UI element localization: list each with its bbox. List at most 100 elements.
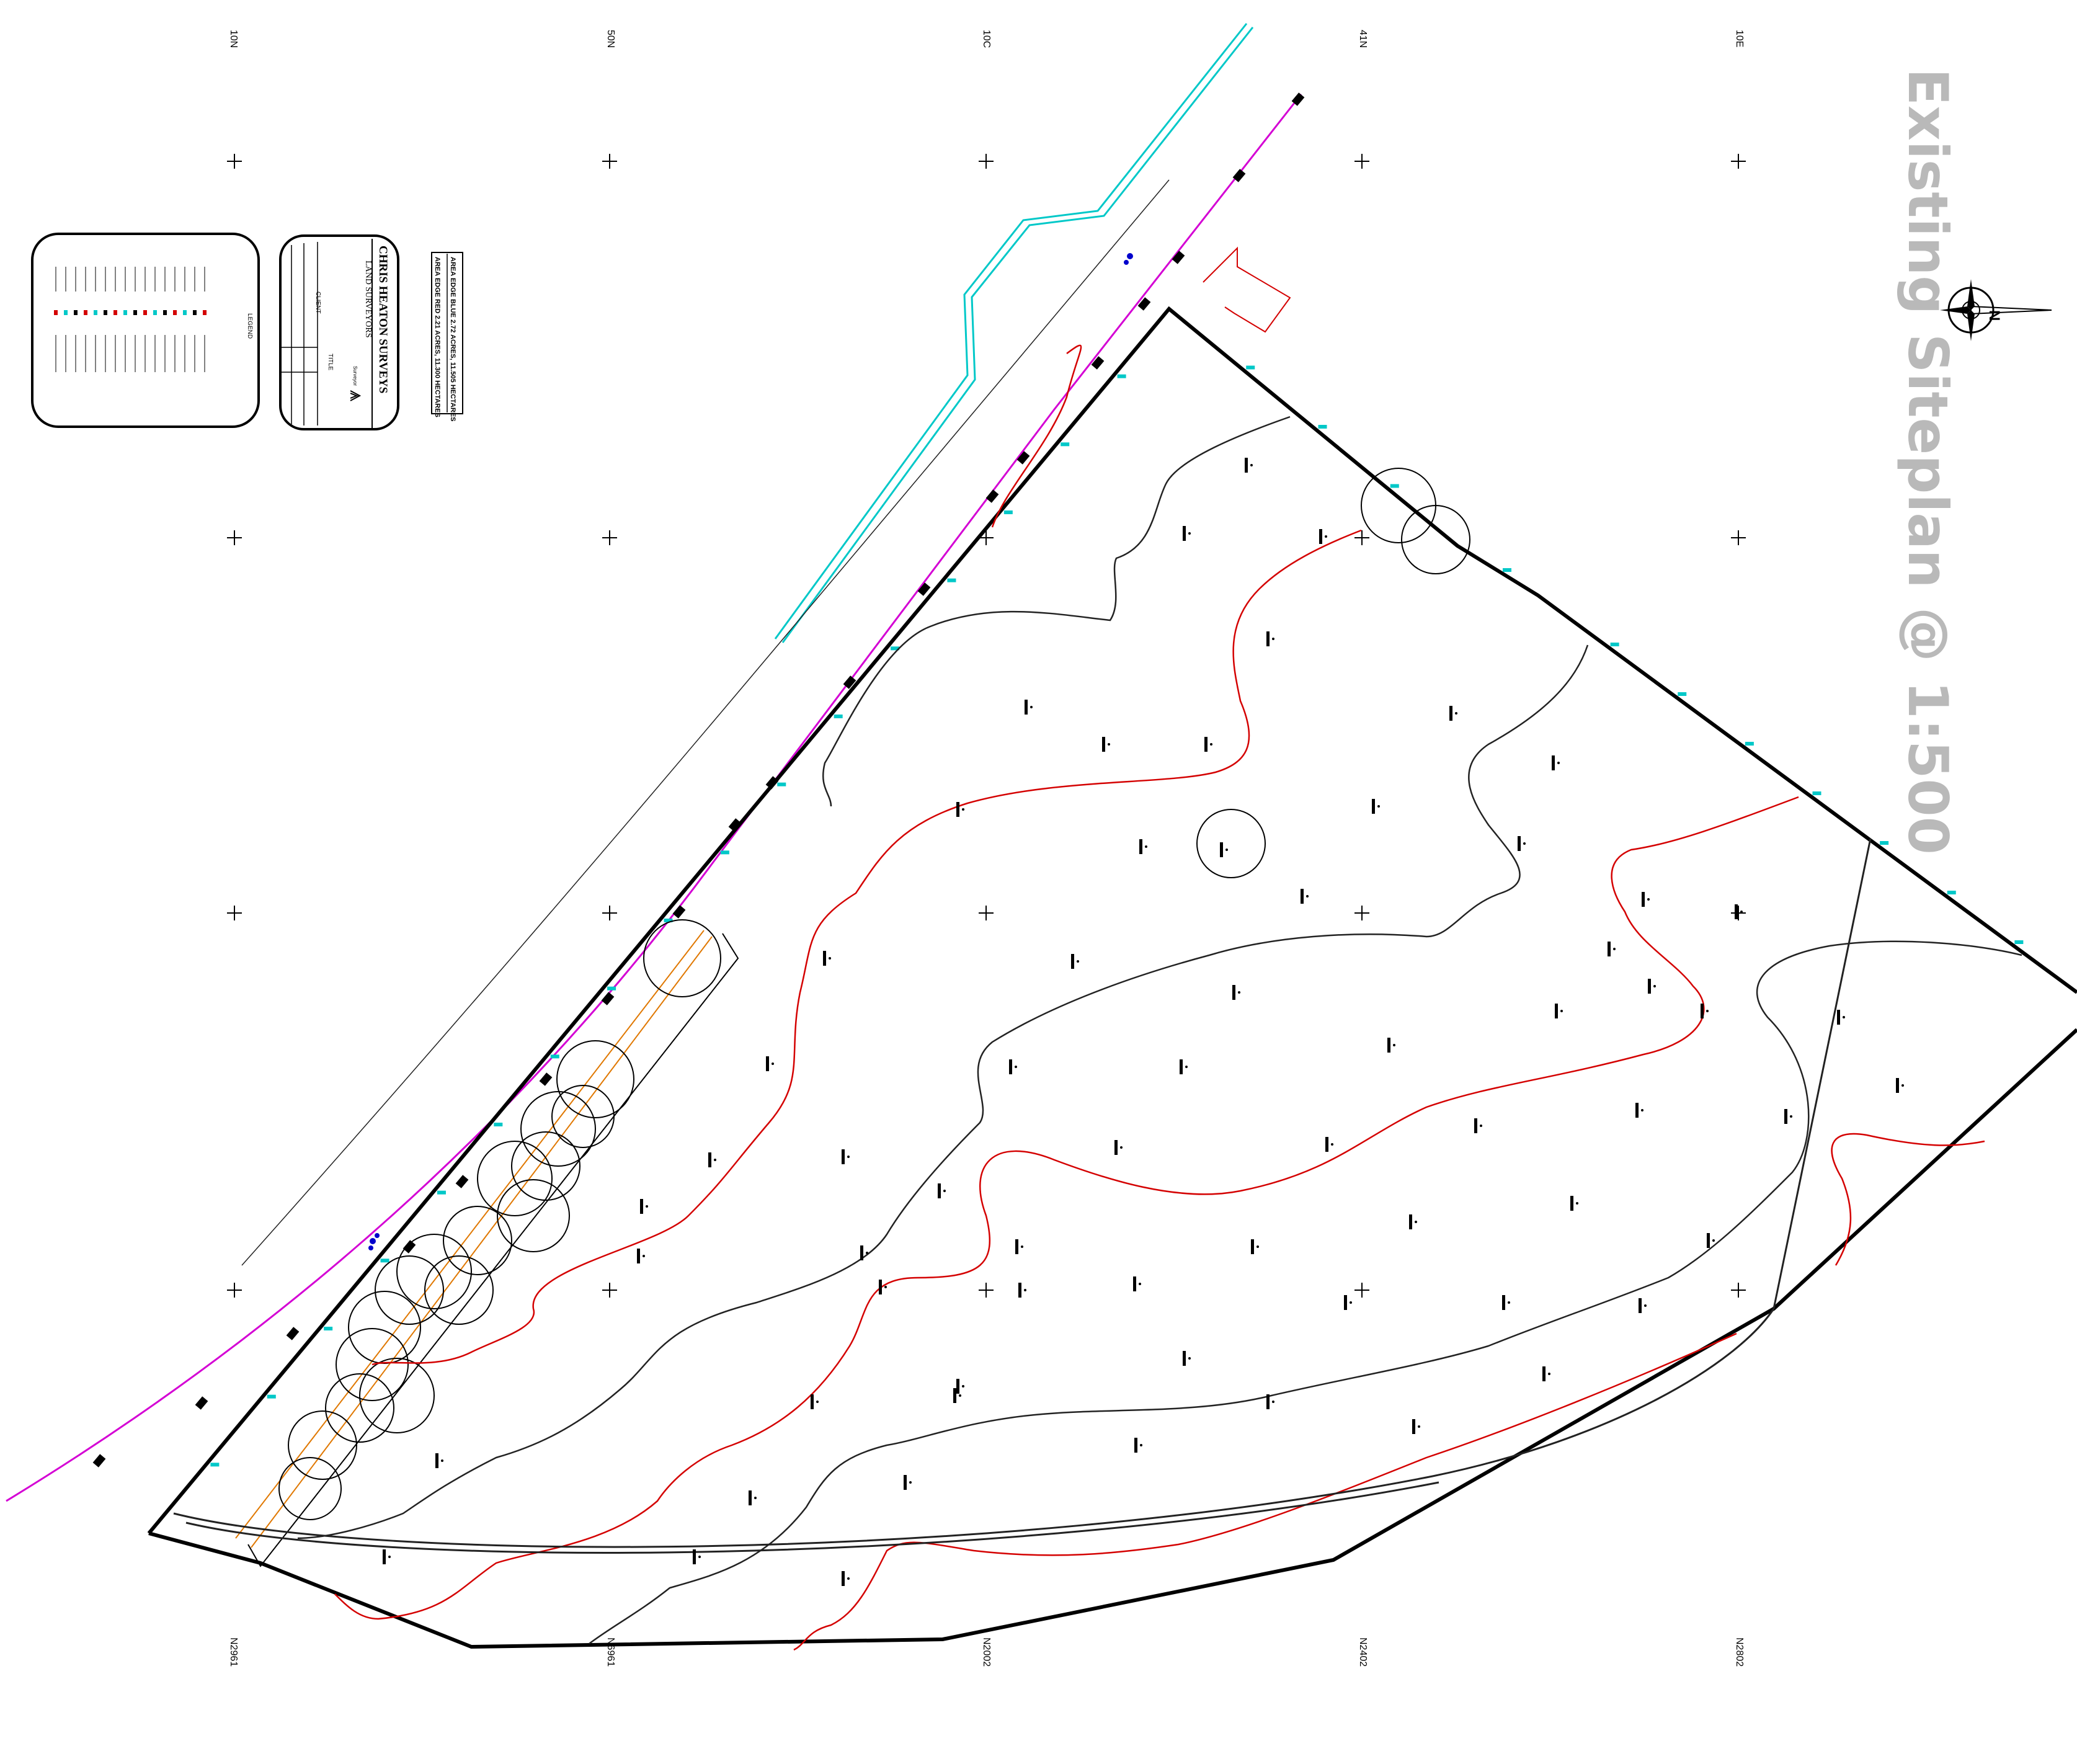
legend-symbol-icon (94, 310, 97, 315)
spot-level-mark (749, 1490, 752, 1505)
surveyor-logo-icon (350, 390, 362, 401)
spot-level-mark (1608, 942, 1611, 956)
spot-levels (383, 458, 1904, 1586)
boundary-marker (891, 646, 900, 651)
tree-icon (556, 1040, 634, 1118)
sheet-title: Existing Siteplan @ 1:500 (1885, 68, 1960, 855)
grid-cross (1731, 154, 1746, 169)
spot-level-point (643, 1255, 645, 1257)
spot-level-point (1560, 1010, 1563, 1012)
spot-level-mark (1449, 706, 1452, 721)
spot-level-point (1641, 1109, 1643, 1111)
site-boundary (147, 306, 2077, 1649)
spot-level-point (1790, 1115, 1792, 1118)
tree-icon (1361, 468, 1436, 543)
tree-icon (477, 1141, 553, 1216)
spot-level-mark (383, 1549, 386, 1564)
grid-cross (227, 154, 242, 169)
grid-cross (1354, 906, 1369, 920)
grid-bottom-labels: N2961 N6961 N2002 N2402 N2802 (228, 1637, 1745, 1667)
spot-level-mark (1133, 1276, 1136, 1291)
boundary-marker (720, 850, 729, 855)
spot-level-mark (1102, 737, 1105, 752)
spot-level-mark (1518, 836, 1521, 851)
spot-level-point (816, 1401, 819, 1403)
spot-level-point (1145, 845, 1147, 848)
legend-symbol-icon (84, 310, 87, 315)
spot-level-mark (860, 1245, 863, 1260)
grid-cross (1731, 530, 1746, 545)
spot-level-point (698, 1556, 701, 1558)
spot-level-point (962, 808, 964, 811)
company-subtitle: LAND SURVEYORS (363, 261, 373, 338)
spot-level-mark (640, 1199, 643, 1214)
spot-level-mark (1639, 1298, 1642, 1313)
utility-pole-icon (1137, 297, 1151, 311)
utility-pole-icon (286, 1327, 300, 1340)
spot-level-mark (1648, 979, 1651, 994)
spot-level-mark (766, 1056, 769, 1071)
spot-level-point (1843, 1016, 1845, 1018)
boundary-marker (1678, 692, 1687, 696)
boundary-marker (1503, 568, 1511, 572)
company-name: CHRIS HEATON SURVEYS (376, 246, 389, 393)
grid-label: N2002 (981, 1637, 992, 1667)
grid-label: 41N (1358, 30, 1368, 48)
spot-level-mark (1896, 1078, 1899, 1093)
spot-level-point (1185, 1066, 1188, 1068)
spot-level-point (1712, 1239, 1715, 1242)
spot-level-mark (1015, 1239, 1018, 1254)
spot-level-mark (938, 1183, 941, 1198)
spot-level-mark (1180, 1059, 1183, 1074)
spot-level-mark (1542, 1366, 1546, 1381)
spot-level-mark (708, 1152, 711, 1167)
boundary-marker (1610, 643, 1619, 646)
legend-symbol-icon (163, 310, 167, 315)
boundary-marker (380, 1258, 389, 1263)
grid-cross (227, 906, 242, 920)
legend-symbol-icon (123, 310, 127, 315)
spot-level-point (1548, 1373, 1550, 1375)
tree-icon (325, 1373, 394, 1443)
spot-level-point (1015, 1066, 1017, 1068)
spot-level-point (1120, 1146, 1123, 1149)
utility-pole-icon (985, 489, 999, 503)
legend-symbol-icon (133, 310, 137, 315)
spot-level-point (754, 1497, 757, 1499)
tree-icon (497, 1179, 570, 1252)
spot-level-mark (879, 1280, 882, 1294)
tree-icon (643, 919, 721, 997)
water-main (774, 23, 1254, 643)
boundary-marker (1947, 891, 1956, 894)
legend: LEGEND (31, 233, 260, 428)
spot-level-point (646, 1205, 648, 1208)
utility-poles (92, 92, 1305, 1468)
boundary-marker (607, 986, 616, 991)
spot-level-mark (1245, 458, 1248, 473)
north-arrow-icon: N (1940, 279, 2052, 341)
boundary-marker (947, 578, 956, 582)
grid-cross (979, 1283, 994, 1298)
spot-level-mark (1635, 1103, 1639, 1118)
utility-pole-icon (455, 1175, 469, 1188)
logo-text: Surveyor (352, 366, 358, 386)
spot-level-point (1077, 960, 1079, 963)
boundary-marker (1061, 442, 1070, 447)
boundary-marker (550, 1054, 559, 1059)
grid-label: N2961 (228, 1637, 239, 1667)
area-box: AREA EDGE BLUE 2.72 ACRES, 11.505 HECTAR… (431, 252, 463, 422)
contours (297, 344, 2022, 1651)
boundary-marker (1003, 510, 1013, 514)
spot-level-mark (637, 1249, 640, 1263)
tree-icon (359, 1358, 435, 1433)
tree-icon (278, 1457, 342, 1520)
spot-level-mark (1232, 985, 1235, 1000)
spot-level-mark (693, 1549, 696, 1564)
title-label: TITLE (327, 354, 334, 371)
legend-symbol-icon (104, 310, 107, 315)
boundary-marker (1745, 742, 1754, 746)
utility-pole-icon (1291, 92, 1305, 106)
boundary-marker (777, 782, 786, 786)
client-label: CLIENT (314, 292, 321, 314)
spot-level-point (909, 1481, 912, 1484)
